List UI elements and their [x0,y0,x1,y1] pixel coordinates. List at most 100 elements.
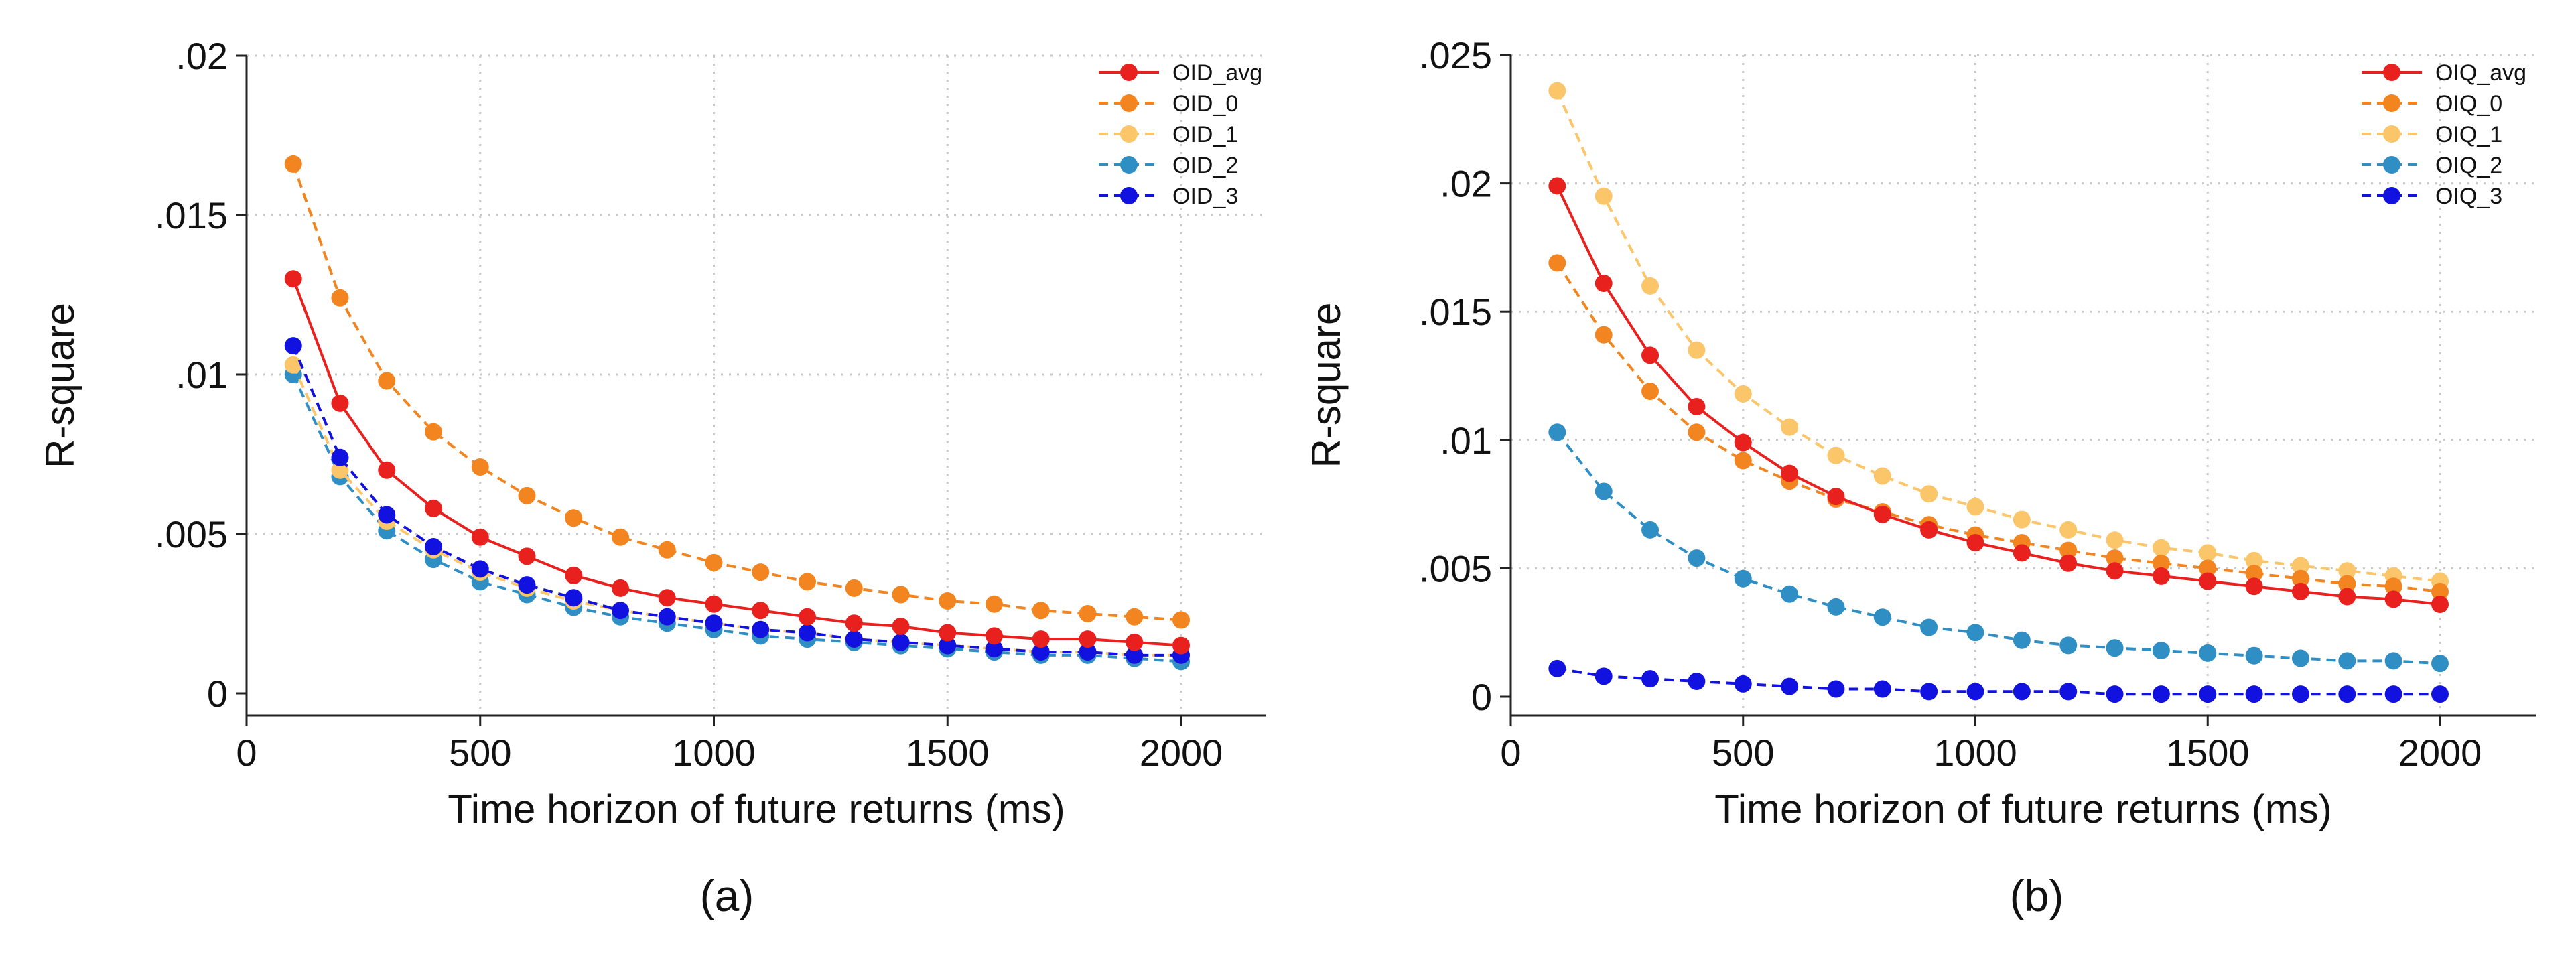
series-oiq-avg [1548,177,2449,614]
data-point [1032,643,1050,661]
series-oid-avg [284,270,1190,655]
data-point [1688,549,1706,567]
data-point [1781,464,1799,482]
data-point [892,633,910,651]
data-point [2106,531,2124,549]
data-point [2431,685,2449,703]
x-tick-label: 0 [1500,732,1521,774]
legend-label: OID_3 [1172,184,1238,209]
data-point [2338,685,2356,703]
legend-marker [1120,94,1138,112]
data-point [1641,382,1659,400]
data-point [1827,598,1845,616]
data-point [1734,433,1752,452]
y-tick-label: .015 [155,194,228,236]
data-point [2338,588,2356,606]
y-tick-label: .01 [1440,419,1492,462]
data-point [425,423,442,441]
x-tick-label: 2000 [1140,732,1223,774]
data-point [331,289,349,307]
data-point [1920,521,1938,539]
data-point [284,356,302,374]
data-point [1688,673,1706,691]
data-point [2059,636,2078,655]
data-point [892,618,910,636]
y-tick-label: .015 [1419,291,1492,333]
data-point [939,636,957,655]
data-point [1548,82,1566,100]
data-point [1734,385,1752,403]
x-tick-label: 1000 [672,732,756,774]
data-point [565,566,583,584]
data-point [1548,423,1566,441]
data-point [565,509,583,527]
data-point [2199,559,2217,577]
data-point [1595,667,1613,685]
data-point [1734,569,1752,588]
data-point [2431,596,2449,614]
data-point [2291,569,2309,588]
data-point [892,586,910,604]
data-point [2245,646,2263,665]
legend-marker [2383,125,2400,143]
legend: OID_avg OID_0 OID_1 OID_2 OID_3 [1099,60,1262,209]
series-oid-3 [284,337,1190,664]
grid [247,54,1266,715]
data-point [425,499,442,517]
data-point [1172,611,1190,629]
x-tick-label: 1000 [1934,732,2017,774]
data-point [2106,549,2124,567]
data-point [284,155,302,173]
data-point [471,458,489,476]
data-point [2384,652,2402,670]
data-point [331,448,349,466]
data-point [1827,680,1845,698]
data-point [2013,544,2031,562]
data-point [1781,677,1799,695]
data-point [2059,521,2078,539]
data-point [986,640,1003,658]
y-tick-label: .005 [155,513,228,555]
data-point [1595,326,1613,344]
legend-marker [1120,64,1138,81]
data-point [518,486,536,504]
y-tick-label: .005 [1419,547,1492,590]
data-point [2013,631,2031,649]
chart-a: 0 500 1000 1500 2000 0 .005 .01 .015 .02 Time hori… [38,35,1266,920]
data-point [2245,577,2263,596]
data-point [2059,554,2078,572]
series-oiq-1 [1548,82,2449,590]
y-tick-label: .01 [176,354,228,396]
data-point [2384,685,2402,703]
y-tick-label: 0 [207,673,228,715]
legend-label: OID_avg [1172,60,1262,86]
data-point [1079,643,1097,661]
series-line [1556,90,2441,583]
data-point [2013,683,2031,701]
y-tick-label: .02 [1440,163,1492,205]
data-point [1641,277,1659,295]
data-point [1641,670,1659,688]
data-point [612,579,629,597]
data-point [2384,577,2402,596]
data-point [1641,346,1659,364]
x-tick-label: 1500 [906,732,990,774]
data-point [799,608,816,626]
series-line [291,278,1182,647]
data-point [658,608,676,626]
data-point [1920,485,1938,503]
data-point [2106,639,2124,657]
series-oiq-3 [1548,659,2449,703]
data-point [1966,534,1984,552]
data-point [2291,685,2309,703]
data-point [378,461,396,479]
data-point [2291,649,2309,667]
series-oid-2 [284,366,1190,671]
data-point [1126,633,1144,651]
legend-marker [2383,156,2400,174]
data-point [2152,567,2170,585]
data-point [2152,642,2170,660]
data-point [518,576,536,594]
data-point [2384,590,2402,608]
